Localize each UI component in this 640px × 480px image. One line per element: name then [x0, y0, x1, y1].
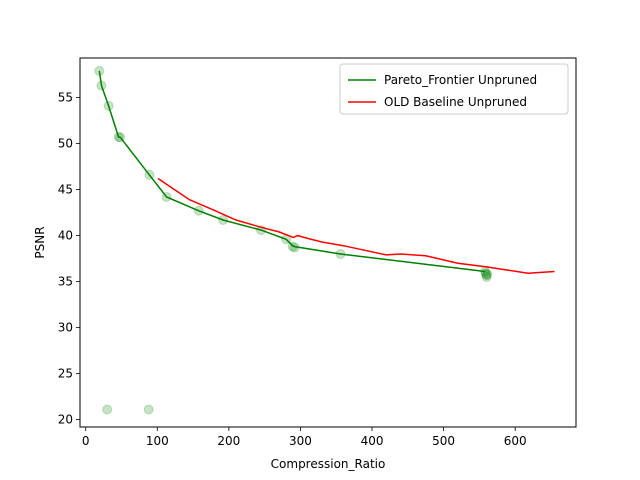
series-line-1 — [98, 70, 486, 273]
x-tick-label: 0 — [82, 434, 90, 448]
x-tick-label: 200 — [217, 434, 240, 448]
x-tick-label: 400 — [361, 434, 384, 448]
plot-area — [79, 57, 577, 428]
y-tick-label: 50 — [58, 137, 73, 151]
axes-frame — [79, 57, 577, 428]
x-axis-ticks: 0 100 200 300 400 500 600 — [82, 427, 527, 448]
x-tick-label: 600 — [504, 434, 527, 448]
legend-label: OLD Baseline Unpruned — [384, 95, 527, 109]
x-tick-label: 100 — [146, 434, 169, 448]
scatter-point — [481, 270, 492, 281]
y-tick-label: 55 — [58, 91, 73, 105]
y-tick-label: 45 — [58, 183, 73, 197]
series-line-2 — [157, 177, 555, 275]
y-tick-label: 25 — [58, 367, 73, 381]
scatter-point — [143, 404, 154, 415]
scatter-point — [102, 404, 113, 415]
x-tick-label: 300 — [289, 434, 312, 448]
y-tick-label: 35 — [58, 275, 73, 289]
x-tick-label: 500 — [432, 434, 455, 448]
y-tick-label: 20 — [58, 413, 73, 427]
y-tick-label: 30 — [58, 321, 73, 335]
x-axis-label: Compression_Ratio — [271, 457, 386, 471]
y-axis-label: PSNR — [33, 226, 47, 258]
y-tick-label: 40 — [58, 229, 73, 243]
y-axis-ticks: 20 25 30 35 40 45 50 55 — [58, 91, 80, 427]
line-layer — [98, 70, 555, 275]
legend: Pareto_Frontier Unpruned OLD Baseline Unp… — [339, 63, 569, 115]
scatter-point — [481, 272, 492, 283]
legend-box — [339, 63, 569, 115]
legend-label: Pareto_Frontier Unpruned — [384, 73, 537, 87]
scatter-layer — [94, 65, 493, 415]
